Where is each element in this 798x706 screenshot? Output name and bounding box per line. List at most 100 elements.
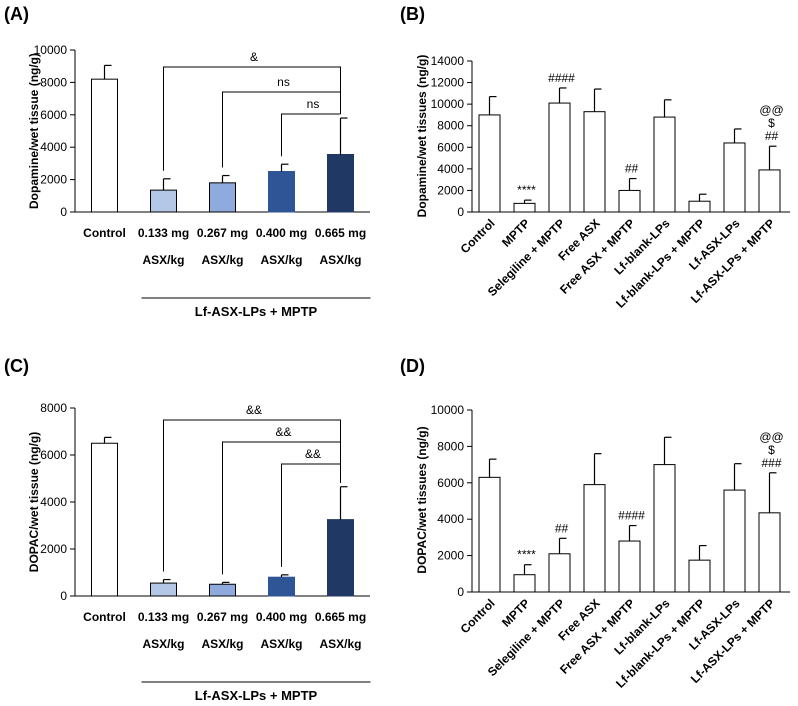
comparison-label: && — [305, 447, 321, 461]
x-category-sublabel: ASX/kg — [201, 637, 243, 651]
x-category-sublabel: ASX/kg — [260, 637, 302, 651]
significance-marker: #### — [618, 509, 645, 523]
y-tick-label: 0 — [457, 585, 464, 599]
significance-marker: ### — [761, 456, 781, 470]
y-tick-label: 10000 — [431, 97, 465, 111]
chart-panel: (B) 0 2000 4000 6000 8000 10000 12000 14000Dopam… — [400, 4, 790, 311]
significance-marker: $ — [768, 116, 775, 130]
bar — [583, 484, 606, 593]
x-category-label: 0.665 mg — [315, 610, 366, 624]
significance-marker: #### — [548, 71, 575, 85]
chart-panel: (C) 0 2000 4000 6000 8000 DOPAC/wet tissue (ng… — [4, 356, 371, 703]
bar — [478, 114, 501, 213]
bar — [513, 574, 536, 593]
y-tick-label: 4000 — [437, 512, 464, 526]
y-tick-label: 2000 — [40, 542, 67, 556]
panel-label: (C) — [4, 356, 29, 376]
y-tick-label: 2000 — [40, 173, 67, 187]
bar — [653, 116, 676, 213]
bar — [723, 142, 746, 213]
comparison-bracket — [281, 463, 341, 567]
x-category-label: 0.267 mg — [197, 610, 248, 624]
comparison-label: && — [246, 403, 262, 417]
bar — [209, 583, 236, 597]
y-tick-label: 10000 — [34, 43, 68, 57]
significance-marker: @@ — [759, 103, 783, 117]
y-tick-label: 8000 — [437, 439, 464, 453]
comparison-label: & — [250, 50, 258, 64]
y-tick-label: 4000 — [40, 495, 67, 509]
bar — [150, 189, 177, 213]
bar — [618, 540, 641, 593]
comparison-label: && — [275, 425, 291, 439]
y-tick-label: 0 — [457, 205, 464, 219]
bar — [758, 169, 781, 213]
bar — [478, 476, 501, 593]
bar — [618, 189, 641, 213]
panel-label: (A) — [4, 4, 29, 24]
bar — [91, 78, 118, 213]
group-label: Lf-ASX-LPs + MPTP — [195, 304, 318, 319]
x-category-label: Control — [458, 216, 498, 256]
y-tick-label: 8000 — [40, 401, 67, 415]
bar — [583, 111, 606, 213]
comparison-bracket — [163, 419, 341, 572]
comparison-label: ns — [307, 97, 320, 111]
y-tick-label: 6000 — [437, 140, 464, 154]
y-tick-label: 6000 — [437, 476, 464, 490]
comparison-bracket — [163, 66, 341, 171]
significance-marker: @@ — [759, 430, 783, 444]
bar — [688, 559, 711, 593]
y-axis-title: Dopamine/wet tissues (ng/g) — [415, 55, 429, 218]
y-tick-label: 6000 — [40, 448, 67, 462]
bar — [513, 202, 536, 213]
x-category-label: MPTP — [499, 596, 532, 629]
x-category-sublabel: ASX/kg — [142, 637, 184, 651]
significance-marker: ## — [555, 521, 569, 535]
bar — [723, 489, 746, 593]
comparison-bracket — [281, 113, 341, 157]
x-category-label: 0.267 mg — [197, 226, 248, 240]
x-category-sublabel: ASX/kg — [201, 253, 243, 267]
bar — [91, 442, 118, 597]
comparison-bracket — [222, 91, 341, 168]
y-tick-label: 0 — [60, 205, 67, 219]
y-tick-label: 8000 — [437, 119, 464, 133]
comparison-label: ns — [277, 75, 290, 89]
y-tick-label: 4000 — [40, 140, 67, 154]
x-category-label: 0.400 mg — [256, 610, 307, 624]
x-category-label: Control — [458, 596, 498, 636]
bar — [209, 182, 236, 213]
y-tick-label: 10000 — [431, 403, 465, 417]
bar — [150, 582, 177, 597]
significance-marker: ## — [625, 162, 639, 176]
panel-label: (B) — [400, 4, 425, 24]
y-tick-label: 0 — [60, 589, 67, 603]
y-tick-label: 12000 — [431, 76, 465, 90]
bar — [758, 512, 781, 593]
bar — [327, 519, 354, 597]
group-label: Lf-ASX-LPs + MPTP — [195, 688, 318, 703]
bar — [327, 153, 354, 213]
y-tick-label: 2000 — [437, 549, 464, 563]
comparison-bracket — [222, 441, 341, 575]
bar — [548, 553, 571, 593]
bar — [688, 200, 711, 213]
x-category-label: Control — [83, 610, 126, 624]
y-tick-label: 4000 — [437, 162, 464, 176]
significance-marker: $ — [768, 443, 775, 457]
bar — [268, 171, 295, 213]
significance-marker: **** — [517, 548, 536, 562]
x-category-label: 0.133 mg — [138, 610, 189, 624]
x-category-sublabel: ASX/kg — [260, 253, 302, 267]
x-category-label: 0.133 mg — [138, 226, 189, 240]
bar — [548, 102, 571, 213]
y-tick-label: 8000 — [40, 75, 67, 89]
y-tick-label: 6000 — [40, 108, 67, 122]
x-category-label: 0.400 mg — [256, 226, 307, 240]
significance-marker: ## — [765, 129, 779, 143]
bar — [268, 576, 295, 597]
bar — [653, 464, 676, 593]
